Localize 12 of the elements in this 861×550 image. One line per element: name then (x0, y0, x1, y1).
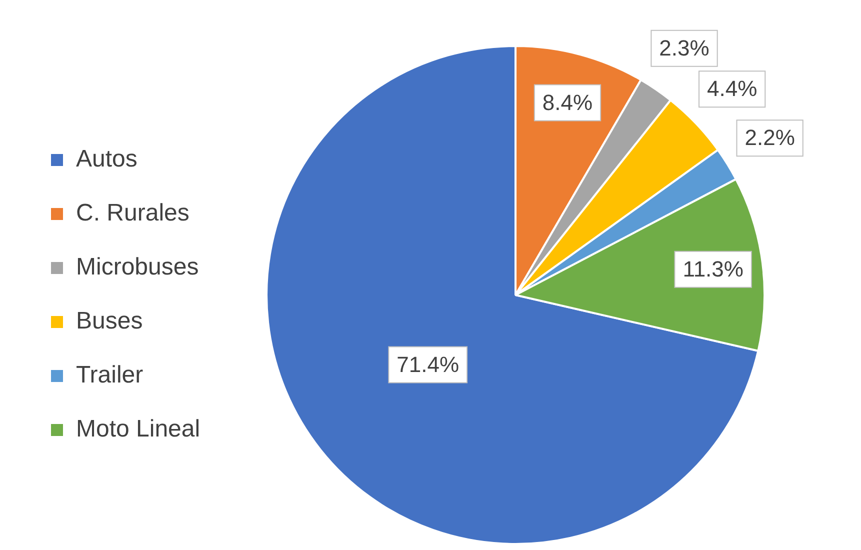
legend-label: C. Rurales (76, 200, 190, 227)
data-label: 2.3% (659, 35, 710, 60)
data-label: 4.4% (706, 76, 758, 102)
legend-label: Trailer (76, 362, 144, 389)
legend-label: Buses (76, 308, 143, 335)
data-label: 11.3% (682, 256, 744, 282)
data-label: 2.2% (744, 125, 795, 150)
legend-label: Moto Lineal (76, 416, 200, 443)
legend-label: Microbuses (76, 254, 199, 281)
legend-label: Autos (76, 146, 138, 173)
data-label: 71.4% (396, 352, 460, 377)
data-label: 8.4% (542, 90, 593, 115)
